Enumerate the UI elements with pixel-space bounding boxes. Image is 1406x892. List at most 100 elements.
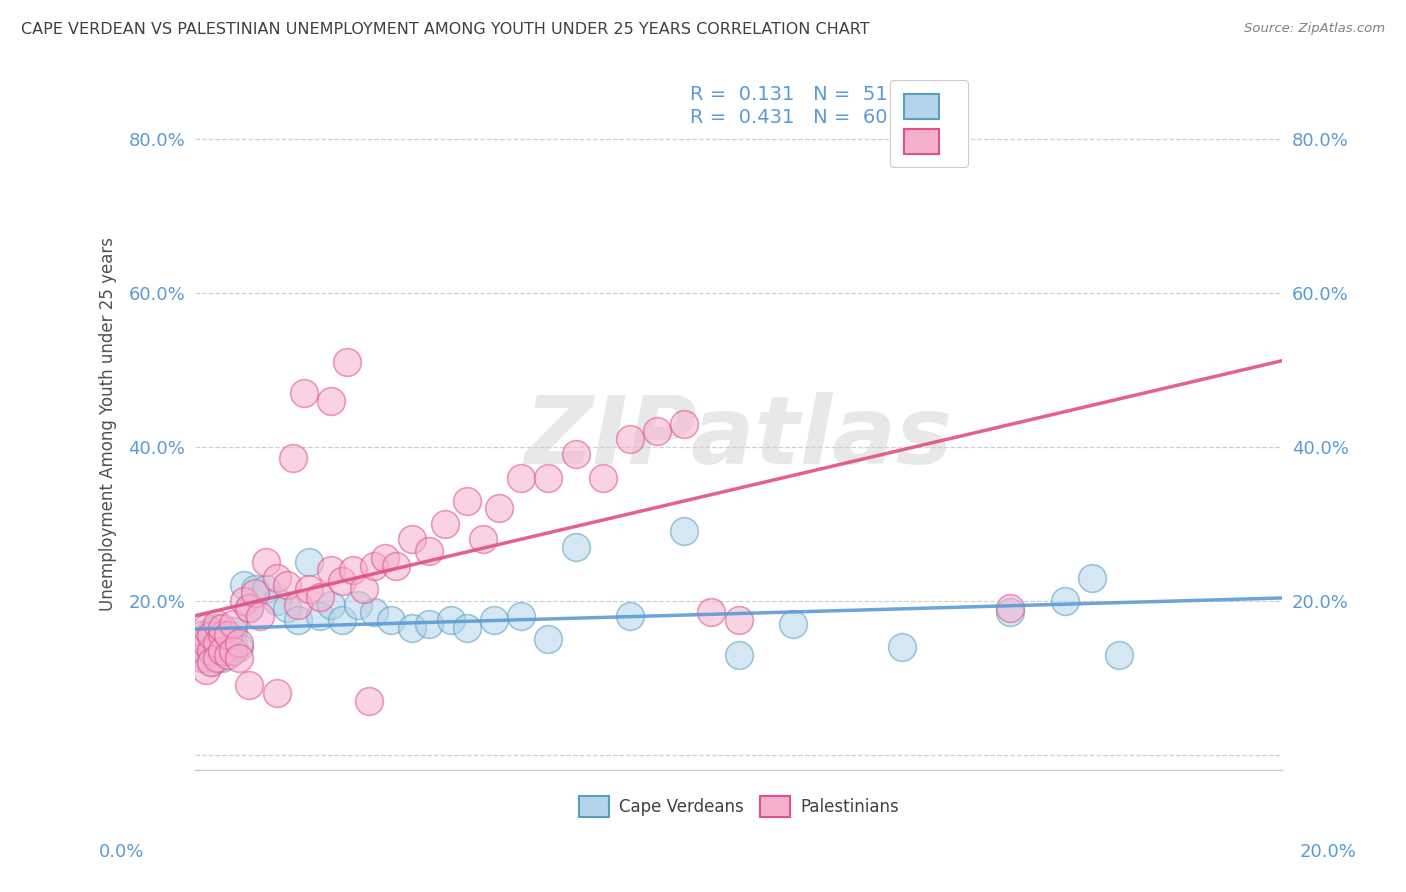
Point bbox=[233, 578, 256, 592]
Point bbox=[727, 613, 749, 627]
Point bbox=[222, 636, 245, 650]
Text: 20.0%: 20.0% bbox=[1301, 843, 1357, 861]
Point bbox=[645, 425, 668, 439]
Point bbox=[190, 636, 212, 650]
Text: R =  0.431   N =  60: R = 0.431 N = 60 bbox=[690, 108, 887, 127]
Point bbox=[200, 640, 222, 654]
Point bbox=[194, 621, 217, 635]
Point bbox=[205, 621, 228, 635]
Point bbox=[243, 586, 266, 600]
Point bbox=[309, 590, 332, 604]
Point bbox=[217, 644, 239, 658]
Point bbox=[200, 628, 222, 642]
Point bbox=[488, 501, 510, 516]
Point bbox=[357, 694, 380, 708]
Point bbox=[194, 651, 217, 665]
Point bbox=[200, 655, 222, 669]
Point bbox=[385, 559, 408, 574]
Point bbox=[211, 644, 233, 658]
Point bbox=[472, 532, 495, 546]
Point bbox=[1081, 571, 1104, 585]
Point bbox=[200, 624, 222, 639]
Point bbox=[276, 578, 298, 592]
Point bbox=[205, 636, 228, 650]
Point bbox=[319, 598, 342, 612]
Point bbox=[456, 621, 478, 635]
Point bbox=[336, 355, 359, 369]
Point bbox=[309, 609, 332, 624]
Point bbox=[228, 640, 250, 654]
Point bbox=[342, 563, 364, 577]
Point bbox=[276, 601, 298, 615]
Point bbox=[537, 470, 560, 484]
Point bbox=[211, 628, 233, 642]
Point bbox=[482, 613, 505, 627]
Point bbox=[439, 613, 461, 627]
Point bbox=[330, 574, 353, 589]
Point bbox=[194, 663, 217, 677]
Point bbox=[287, 598, 309, 612]
Point bbox=[700, 605, 723, 619]
Point bbox=[249, 609, 271, 624]
Point bbox=[211, 628, 233, 642]
Point bbox=[211, 651, 233, 665]
Point bbox=[537, 632, 560, 647]
Point bbox=[194, 644, 217, 658]
Point bbox=[190, 648, 212, 662]
Point bbox=[380, 613, 402, 627]
Point bbox=[217, 648, 239, 662]
Point bbox=[673, 524, 696, 539]
Point bbox=[401, 532, 423, 546]
Point bbox=[254, 582, 277, 596]
Point bbox=[298, 555, 321, 569]
Point bbox=[319, 393, 342, 408]
Point bbox=[456, 493, 478, 508]
Point bbox=[205, 616, 228, 631]
Point bbox=[194, 632, 217, 647]
Point bbox=[200, 655, 222, 669]
Point bbox=[211, 621, 233, 635]
Point bbox=[292, 386, 315, 401]
Point bbox=[190, 651, 212, 665]
Point bbox=[217, 632, 239, 647]
Point bbox=[200, 628, 222, 642]
Text: R =  0.131   N =  51: R = 0.131 N = 51 bbox=[690, 86, 887, 104]
Point bbox=[673, 417, 696, 431]
Point bbox=[205, 648, 228, 662]
Point bbox=[374, 551, 396, 566]
Point bbox=[243, 582, 266, 596]
Point bbox=[238, 678, 260, 692]
Point bbox=[363, 559, 385, 574]
Point bbox=[330, 613, 353, 627]
Point bbox=[592, 470, 614, 484]
Point bbox=[890, 640, 912, 654]
Point bbox=[1000, 605, 1022, 619]
Point bbox=[1000, 601, 1022, 615]
Point bbox=[564, 540, 586, 554]
Point bbox=[1108, 648, 1130, 662]
Point bbox=[434, 516, 457, 531]
Point bbox=[211, 640, 233, 654]
Text: CAPE VERDEAN VS PALESTINIAN UNEMPLOYMENT AMONG YOUTH UNDER 25 YEARS CORRELATION : CAPE VERDEAN VS PALESTINIAN UNEMPLOYMENT… bbox=[21, 22, 870, 37]
Point bbox=[194, 636, 217, 650]
Point bbox=[266, 593, 288, 607]
Point bbox=[510, 470, 533, 484]
Point bbox=[222, 644, 245, 658]
Legend: Cape Verdeans, Palestinians: Cape Verdeans, Palestinians bbox=[572, 789, 905, 824]
Point bbox=[287, 613, 309, 627]
Point bbox=[205, 636, 228, 650]
Point bbox=[319, 563, 342, 577]
Point bbox=[401, 621, 423, 635]
Point bbox=[222, 616, 245, 631]
Point bbox=[238, 601, 260, 615]
Point bbox=[222, 624, 245, 639]
Point bbox=[418, 543, 440, 558]
Y-axis label: Unemployment Among Youth under 25 years: Unemployment Among Youth under 25 years bbox=[100, 236, 117, 611]
Text: Source: ZipAtlas.com: Source: ZipAtlas.com bbox=[1244, 22, 1385, 36]
Point bbox=[347, 598, 370, 612]
Point bbox=[782, 616, 804, 631]
Point bbox=[254, 555, 277, 569]
Point bbox=[363, 605, 385, 619]
Point bbox=[233, 593, 256, 607]
Point bbox=[353, 582, 375, 596]
